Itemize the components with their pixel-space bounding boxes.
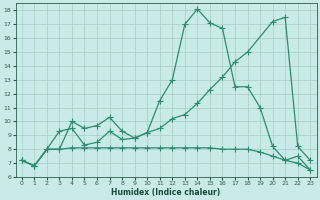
X-axis label: Humidex (Indice chaleur): Humidex (Indice chaleur) bbox=[111, 188, 221, 197]
